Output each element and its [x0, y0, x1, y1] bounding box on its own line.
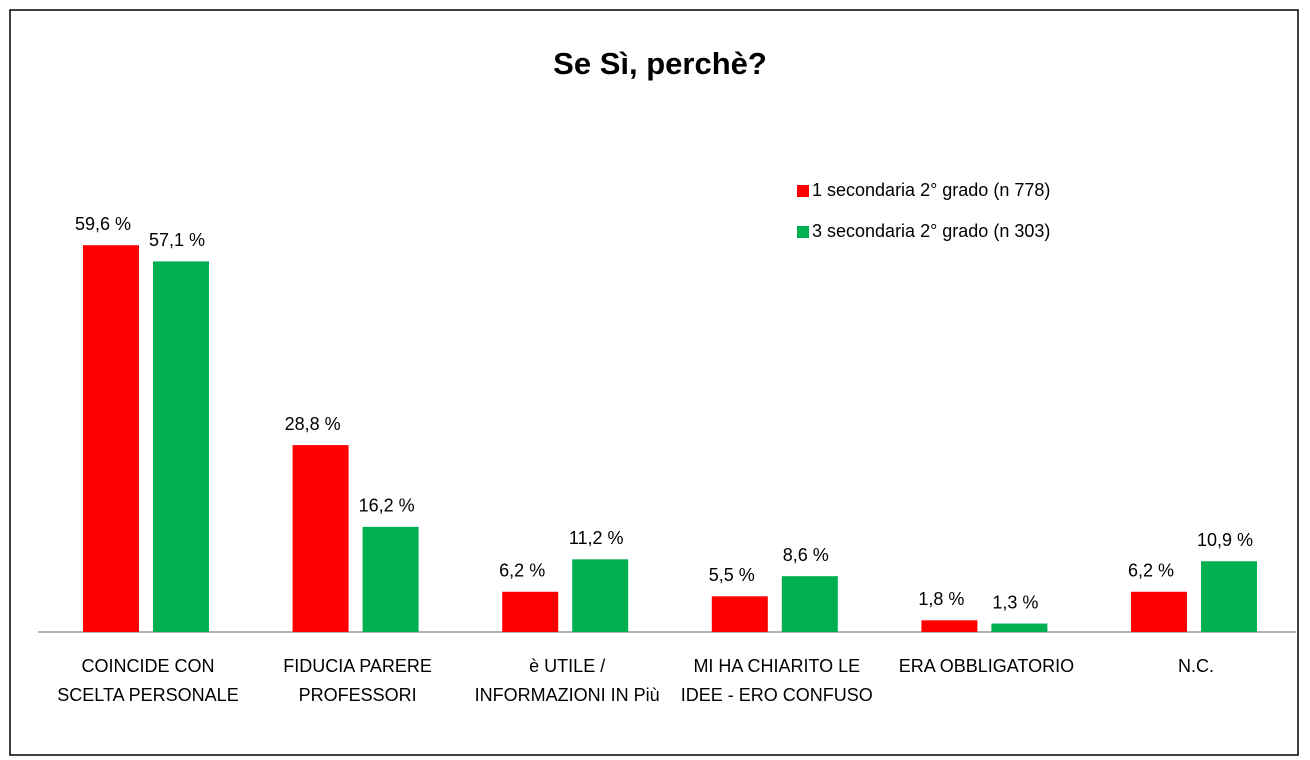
bar — [502, 591, 559, 632]
value-label: 1,8 % — [918, 589, 964, 609]
value-label: 11,2 % — [569, 528, 624, 548]
bar — [292, 445, 349, 632]
value-label: 59,6 % — [75, 214, 131, 234]
chart-frame — [9, 9, 1299, 756]
x-tick-label: ERA OBBLIGATORIO — [898, 656, 1075, 676]
value-label: 57,1 % — [149, 230, 205, 250]
x-tick-label: FIDUCIA PARERE PROFESSORI — [283, 656, 432, 705]
value-label: 16,2 % — [359, 496, 415, 516]
value-label: 6,2 % — [499, 561, 545, 581]
value-label: 28,8 % — [285, 414, 341, 434]
bar — [781, 576, 838, 632]
x-tick-label: N.C. — [1178, 656, 1214, 676]
value-label: 6,2 % — [1128, 561, 1174, 581]
chart-title: Se Sì, perchè? — [553, 46, 767, 81]
legend-label: 3 secondaria 2° grado (n 303) — [812, 221, 1050, 241]
x-tick-label: COINCIDE CON SCELTA PERSONALE — [57, 656, 239, 705]
value-label: 8,6 % — [783, 545, 829, 565]
bar — [921, 620, 978, 632]
value-label: 10,9 % — [1197, 530, 1253, 550]
x-tick-label: MI HA CHIARITO LE IDEE - ERO CONFUSO — [680, 656, 873, 705]
bar — [153, 261, 209, 632]
bar — [1201, 561, 1257, 632]
bar — [83, 245, 139, 633]
legend-label: 1 secondaria 2° grado (n 778) — [812, 180, 1050, 200]
bar — [1131, 591, 1187, 632]
legend-swatch — [797, 226, 809, 238]
x-tick-label: è UTILE / INFORMAZIONI IN Più — [474, 656, 660, 705]
bar — [572, 559, 629, 632]
value-label: 1,3 % — [992, 592, 1038, 612]
bar — [991, 623, 1048, 632]
value-label: 5,5 % — [709, 565, 755, 585]
legend-swatch — [797, 185, 809, 197]
bar — [362, 526, 419, 632]
bar — [711, 596, 768, 632]
